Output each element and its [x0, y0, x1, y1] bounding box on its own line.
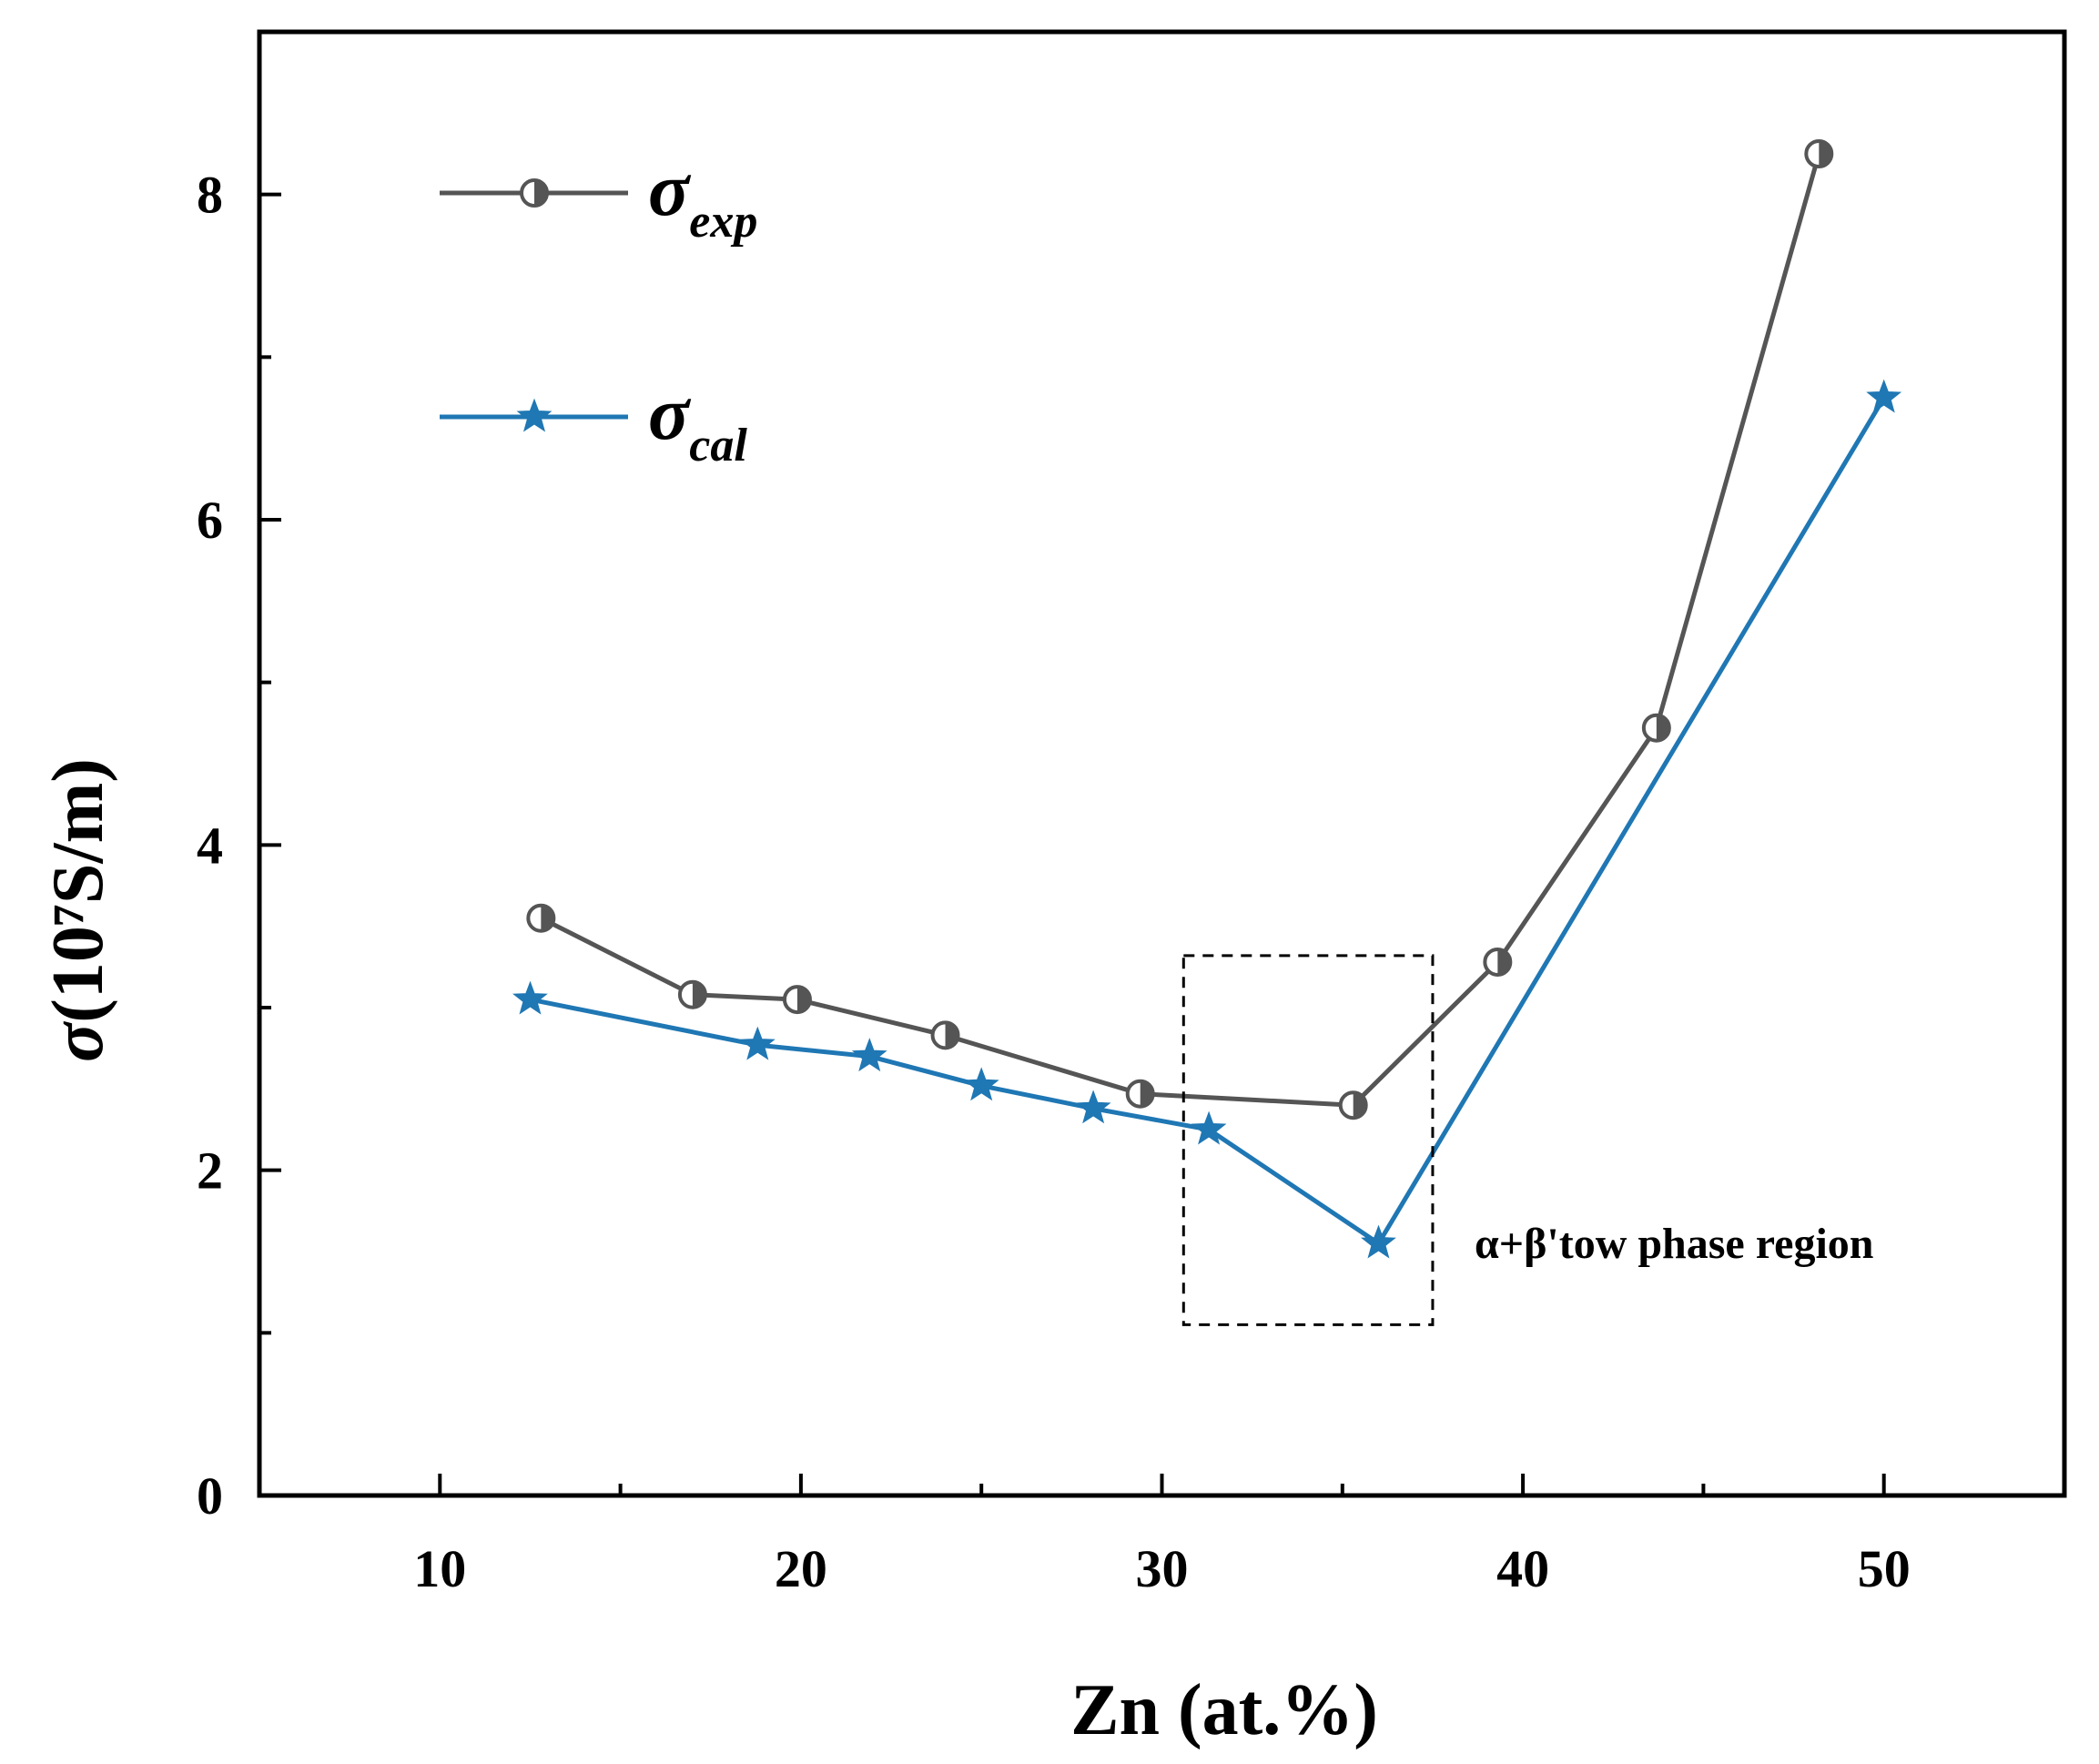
- y-axis-unit: (10⁷S/m): [38, 758, 118, 1023]
- y-tick-label-8: 8: [197, 166, 223, 225]
- y-tick-label-0: 0: [197, 1466, 223, 1526]
- series-point-exp-8-fill: [1819, 141, 1832, 167]
- y-tick-label-2: 2: [197, 1141, 223, 1201]
- series-point-exp-3: [930, 1020, 960, 1050]
- phase-region-label: α+β'tow phase region: [1475, 1220, 1874, 1268]
- series-point-cal-5: [1191, 1110, 1227, 1145]
- series-point-exp-7: [1641, 713, 1671, 743]
- legend-symbol-exp: σ: [648, 147, 692, 232]
- series-point-cal-1: [739, 1026, 776, 1060]
- legend-symbol-cal: σ: [648, 371, 692, 456]
- series-point-exp-4-fill: [1140, 1080, 1153, 1107]
- series-point-cal-7: [1866, 379, 1902, 413]
- series-point-exp-5: [1338, 1090, 1368, 1120]
- series-point-exp-6: [1483, 947, 1513, 977]
- legend-subscript-cal: cal: [689, 420, 747, 471]
- legend-label-exp: σexp: [648, 147, 757, 248]
- x-tick-label-10: 10: [413, 1539, 466, 1598]
- series-point-exp-1: [677, 979, 707, 1009]
- series-point-exp-1-fill: [692, 981, 705, 1008]
- series-point-exp-2: [782, 985, 812, 1015]
- phase-region-box: [1181, 954, 1435, 1326]
- legend-subscript-exp: exp: [689, 196, 757, 248]
- legend-label-cal: σcal: [648, 371, 747, 471]
- series-point-exp-7-fill: [1656, 715, 1669, 741]
- y-tick-label-6: 6: [197, 491, 223, 550]
- series-line-exp: [540, 153, 1821, 1108]
- legend-marker-cal: [516, 398, 553, 432]
- series-point-cal-0: [512, 980, 548, 1015]
- series-line-cal: [530, 396, 1886, 1246]
- series-point-cal-4: [1075, 1090, 1111, 1124]
- series-point-cal-6: [1361, 1224, 1396, 1259]
- series-point-cal-2: [851, 1038, 887, 1072]
- series-point-exp-2-fill: [796, 987, 810, 1013]
- series-point-exp-3-fill: [945, 1022, 958, 1049]
- annotation-layer: α+β'tow phase region: [1181, 954, 1874, 1326]
- series-point-exp-8: [1804, 139, 1834, 168]
- series-layer: [512, 139, 1902, 1259]
- x-tick-label-30: 30: [1136, 1539, 1189, 1598]
- series-point-exp-4: [1125, 1079, 1155, 1109]
- axes-layer: 10 20 30 40 50 0 2 4 6 8: [197, 29, 2067, 1598]
- series-point-exp-0-fill: [541, 905, 554, 931]
- x-tick-label-20: 20: [775, 1539, 827, 1598]
- series-point-exp-5-fill: [1353, 1092, 1366, 1119]
- series-point-cal-3: [963, 1067, 999, 1101]
- y-tick-label-4: 4: [197, 816, 223, 875]
- x-tick-label-50: 50: [1858, 1539, 1911, 1598]
- x-axis-title: Zn (at.%): [1070, 1670, 1378, 1750]
- series-point-exp-6-fill: [1497, 948, 1511, 975]
- legend-marker-exp: [520, 178, 549, 208]
- x-tick-label-40: 40: [1496, 1539, 1549, 1598]
- y-axis-symbol: σ: [38, 1021, 118, 1062]
- legend-marker-exp-fill: [534, 180, 547, 206]
- series-point-exp-0: [526, 903, 556, 933]
- y-axis-title: σ(10⁷S/m): [38, 758, 118, 1062]
